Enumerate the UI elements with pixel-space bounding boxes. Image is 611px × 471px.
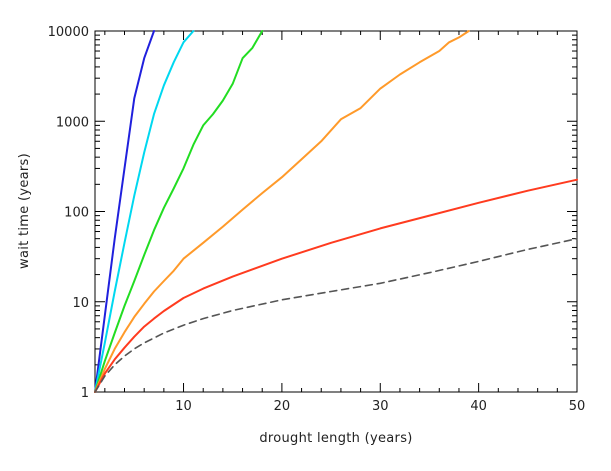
x-tick-label: 10: [175, 399, 192, 414]
series-line-1: [94, 30, 155, 393]
x-tick-label: 40: [470, 399, 487, 414]
plot-area: [94, 30, 578, 393]
y-tick-label: 10000: [48, 25, 89, 40]
tick-labels: 10 20 30 40 50 1 10 100 1000 10000: [48, 25, 586, 414]
y-axis-title: wait time (years): [17, 153, 32, 269]
y-tick-label: 1: [81, 386, 89, 401]
x-tick-label: 20: [274, 399, 291, 414]
x-tick-label: 30: [372, 399, 389, 414]
series-line-6: [94, 237, 578, 393]
plot-frame: [94, 30, 578, 393]
series-line-2: [94, 30, 195, 393]
series-layer: [94, 30, 578, 393]
x-axis-title: drought length (years): [259, 431, 412, 446]
series-line-4: [94, 30, 470, 393]
y-tick-label: 10: [72, 296, 89, 311]
x-tick-label: 50: [569, 399, 586, 414]
ticks: [95, 30, 578, 393]
y-tick-label: 1000: [56, 115, 89, 130]
y-tick-label: 100: [64, 206, 89, 221]
series-line-5: [94, 178, 578, 393]
series-line-3: [94, 30, 264, 393]
